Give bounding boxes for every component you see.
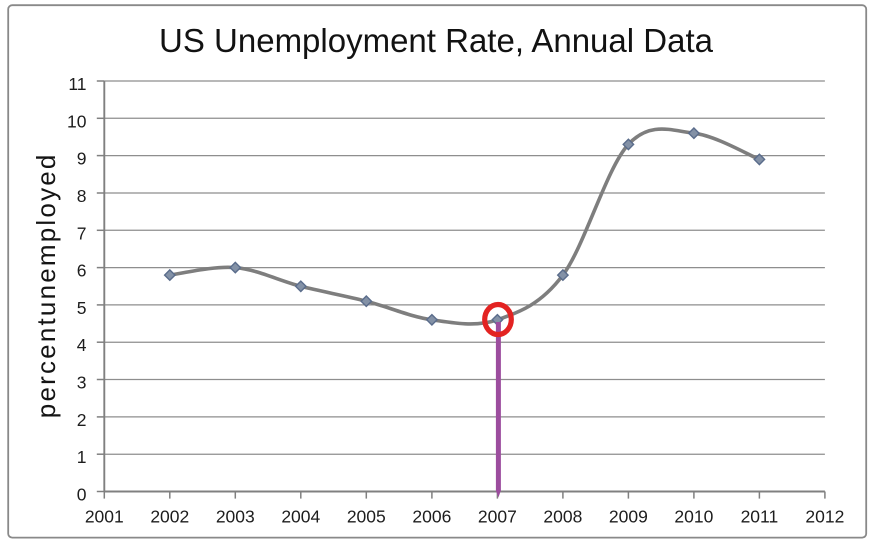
svg-text:1: 1: [77, 447, 87, 467]
svg-text:5: 5: [77, 298, 87, 318]
svg-text:2007: 2007: [478, 507, 517, 527]
svg-text:2012: 2012: [805, 507, 844, 527]
svg-text:7: 7: [77, 223, 87, 243]
svg-text:2003: 2003: [216, 507, 255, 527]
svg-text:4: 4: [77, 335, 87, 355]
svg-text:2002: 2002: [150, 507, 189, 527]
svg-text:2009: 2009: [609, 507, 648, 527]
svg-text:0: 0: [77, 485, 87, 505]
svg-text:US Unemployment Rate, Annual D: US Unemployment Rate, Annual Data: [159, 22, 714, 59]
svg-text:6: 6: [77, 261, 87, 281]
svg-text:2010: 2010: [674, 507, 713, 527]
svg-text:3: 3: [77, 373, 87, 393]
svg-text:percentunemployed: percentunemployed: [31, 152, 61, 418]
svg-text:11: 11: [68, 74, 86, 94]
svg-text:8: 8: [77, 186, 87, 206]
svg-text:2001: 2001: [85, 507, 124, 527]
svg-text:9: 9: [77, 149, 87, 169]
svg-text:2: 2: [77, 410, 87, 430]
svg-text:2011: 2011: [741, 507, 779, 527]
svg-text:2005: 2005: [347, 507, 386, 527]
svg-text:2004: 2004: [281, 507, 320, 527]
svg-text:10: 10: [67, 111, 87, 131]
svg-text:2008: 2008: [543, 507, 582, 527]
svg-text:2006: 2006: [412, 507, 451, 527]
